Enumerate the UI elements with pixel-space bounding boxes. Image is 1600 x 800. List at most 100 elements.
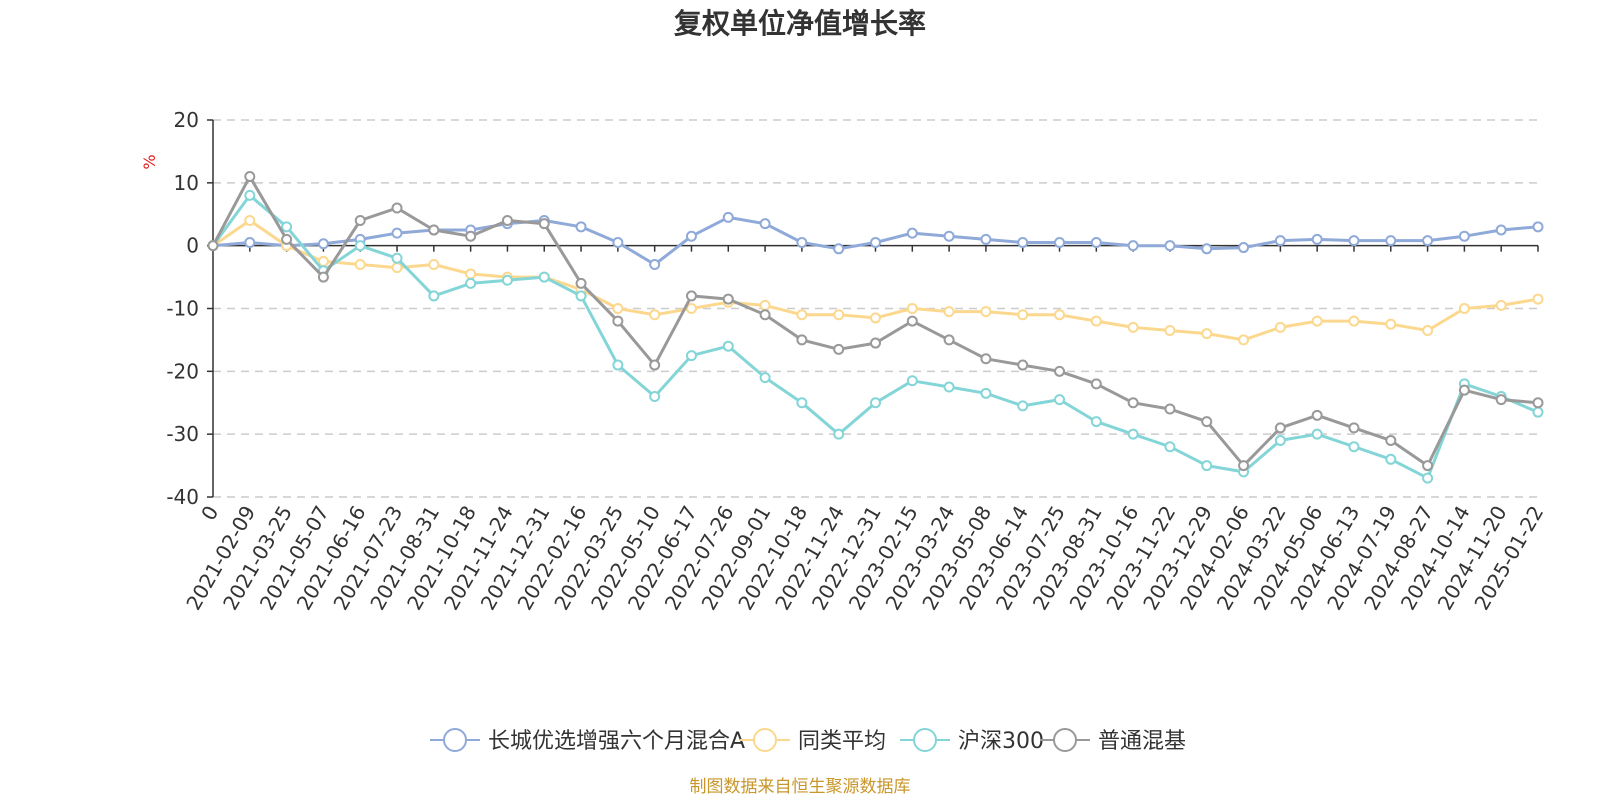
legend-label: 同类平均 <box>798 729 886 754</box>
legend-marker-icon <box>913 728 937 752</box>
series-1 <box>207 215 1544 346</box>
data-point <box>1422 472 1434 484</box>
data-point <box>685 290 697 302</box>
x-tick-labels: 02021-02-092021-03-252021-05-072021-06-1… <box>181 502 1548 615</box>
data-point <box>1458 303 1470 314</box>
data-point <box>1348 315 1360 327</box>
data-point <box>1495 224 1507 236</box>
data-point <box>354 259 366 271</box>
data-point <box>833 309 845 321</box>
data-point <box>1201 416 1213 428</box>
data-point <box>722 340 734 352</box>
legend-marker-icon <box>443 728 467 752</box>
legend-marker-icon <box>1053 728 1077 752</box>
data-point <box>1274 235 1286 247</box>
data-point <box>501 274 513 286</box>
data-point <box>649 259 661 271</box>
data-point <box>391 252 403 264</box>
data-point <box>980 387 992 399</box>
data-point <box>1422 460 1434 472</box>
data-point <box>244 171 256 183</box>
data-point <box>1385 235 1397 247</box>
data-point <box>943 381 955 393</box>
data-point <box>465 268 477 280</box>
data-point <box>1054 237 1066 249</box>
data-point <box>980 353 992 365</box>
grid <box>213 119 1538 498</box>
data-point <box>796 397 808 409</box>
legend-item[interactable]: 长城优选增强六个月混合A <box>430 728 745 754</box>
data-point <box>317 271 329 283</box>
y-tick-label: -10 <box>166 297 199 321</box>
legend-item[interactable]: 同类平均 <box>740 728 886 754</box>
data-point <box>391 227 403 239</box>
data-point <box>833 243 845 255</box>
data-point <box>833 343 845 355</box>
y-tick-label: -20 <box>166 359 199 383</box>
data-point <box>649 390 661 402</box>
y-tick-label: -40 <box>166 485 199 509</box>
data-point <box>1311 233 1323 245</box>
data-point <box>1274 321 1286 333</box>
data-point <box>722 211 734 223</box>
legend-label: 沪深300 <box>958 729 1044 754</box>
y-tick-labels: 20 10 0 -10 -20 -30 -40 <box>166 108 199 509</box>
data-point <box>870 237 881 249</box>
data-point <box>1422 324 1434 336</box>
data-point <box>1127 428 1139 440</box>
data-point <box>1458 230 1470 242</box>
data-point <box>833 428 845 440</box>
series-3 <box>207 171 1544 472</box>
data-point <box>796 334 808 346</box>
data-point <box>870 337 881 349</box>
data-point <box>1238 242 1250 254</box>
data-point <box>575 221 587 233</box>
data-point <box>612 359 624 371</box>
data-point <box>612 315 624 327</box>
data-point <box>1090 315 1102 327</box>
data-point <box>1348 235 1360 247</box>
data-point <box>685 303 697 314</box>
data-point <box>649 309 661 321</box>
data-point <box>1090 237 1102 249</box>
legend-item[interactable]: 普通混基 <box>1040 728 1186 754</box>
data-point <box>1348 441 1360 453</box>
data-point <box>685 230 697 242</box>
data-point <box>1164 441 1176 453</box>
data-point <box>722 293 734 305</box>
legend[interactable]: 长城优选增强六个月混合A 同类平均 沪深300 普通混基 <box>430 728 1186 754</box>
source-note: 制图数据来自恒生聚源数据库 <box>690 777 911 797</box>
data-point <box>906 227 918 239</box>
data-point <box>244 189 256 201</box>
data-point <box>1017 237 1029 249</box>
data-point <box>759 309 771 321</box>
data-point <box>1238 334 1250 346</box>
data-point <box>317 238 329 250</box>
data-point <box>428 224 440 236</box>
data-point <box>465 230 477 242</box>
data-point <box>980 233 992 245</box>
data-point <box>465 277 477 289</box>
data-point <box>1532 221 1544 233</box>
y-axis-unit: % <box>140 154 159 169</box>
legend-label: 长城优选增强六个月混合A <box>488 729 745 754</box>
data-point <box>1127 321 1139 333</box>
legend-item[interactable]: 沪深300 <box>900 728 1044 754</box>
data-point <box>870 312 881 324</box>
data-point <box>1054 365 1066 377</box>
chart-title: 复权单位净值增长率 <box>674 7 926 40</box>
y-tick-label: 20 <box>174 108 199 132</box>
y-tick-label: 10 <box>174 171 199 195</box>
data-point <box>906 303 918 314</box>
data-point <box>281 233 293 245</box>
data-point <box>207 240 219 252</box>
data-point <box>759 372 771 384</box>
data-point <box>1054 309 1066 321</box>
data-point <box>317 255 329 267</box>
data-point <box>759 218 771 230</box>
data-point <box>649 359 661 371</box>
data-point <box>1164 240 1176 252</box>
data-point <box>538 218 550 230</box>
data-point <box>244 237 256 249</box>
